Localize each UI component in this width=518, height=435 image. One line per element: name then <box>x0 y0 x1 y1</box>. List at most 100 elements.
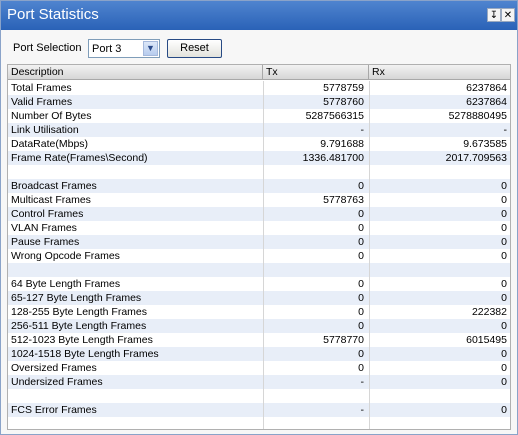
cell-tx: 0 <box>263 249 369 263</box>
table-row[interactable] <box>8 417 510 429</box>
cell-description: FCS Error Frames <box>11 404 97 416</box>
cell-tx: 0 <box>263 361 369 375</box>
cell-description: Valid Frames <box>11 96 73 108</box>
column-header-description[interactable]: Description <box>8 65 263 79</box>
table-row[interactable]: 128-255 Byte Length Frames 0 222382 <box>8 305 510 319</box>
cell-description: Oversized Frames <box>11 362 97 374</box>
cell-tx: - <box>263 375 369 389</box>
cell-tx: 5778759 <box>263 81 369 95</box>
column-header-tx[interactable]: Tx <box>263 65 369 79</box>
cell-tx: 5287566315 <box>263 109 369 123</box>
table-row[interactable]: Number Of Bytes 5287566315 5278880495 <box>8 109 510 123</box>
table-row[interactable]: 256-511 Byte Length Frames 0 0 <box>8 319 510 333</box>
table-row[interactable]: Link Utilisation - - <box>8 123 510 137</box>
reset-button[interactable]: Reset <box>167 39 222 58</box>
cell-description: Link Utilisation <box>11 124 79 136</box>
cell-description: DataRate(Mbps) <box>11 138 89 150</box>
table-row[interactable]: VLAN Frames 0 0 <box>8 221 510 235</box>
cell-rx: 0 <box>369 207 510 221</box>
table-header: Description Tx Rx <box>8 65 510 80</box>
cell-tx: 0 <box>263 291 369 305</box>
table-row[interactable]: Multicast Frames 5778763 0 <box>8 193 510 207</box>
cell-description: Number Of Bytes <box>11 110 92 122</box>
cell-description: Total Frames <box>11 82 72 94</box>
table-row[interactable]: Undersized Frames -0 <box>8 375 510 389</box>
cell-rx: 6237864 <box>369 95 510 109</box>
table-row[interactable]: 64 Byte Length Frames 0 0 <box>8 277 510 291</box>
cell-description <box>8 389 263 403</box>
cell-description: 1024-1518 Byte Length Frames <box>11 348 159 360</box>
cell-rx: 0 <box>369 277 510 291</box>
table-row[interactable]: Broadcast Frames 0 0 <box>8 179 510 193</box>
table-row[interactable]: Wrong Opcode Frames 0 0 <box>8 249 510 263</box>
statistics-table: Description Tx Rx Total Frames 5778759 623… <box>7 64 511 430</box>
cell-rx: 0 <box>369 249 510 263</box>
table-row[interactable]: Oversized Frames 0 0 <box>8 361 510 375</box>
close-icon[interactable]: ✕ <box>501 8 515 22</box>
cell-description: 128-255 Byte Length Frames <box>11 306 147 318</box>
cell-rx: 6237864 <box>369 81 510 95</box>
cell-description: VLAN Frames <box>11 222 77 234</box>
cell-tx: - <box>263 123 369 137</box>
cell-rx: 0 <box>369 319 510 333</box>
cell-tx: 1336.481700 <box>263 151 369 165</box>
table-row[interactable]: Frame Rate(Frames\Second) 1336.481700 2017… <box>8 151 510 165</box>
table-row[interactable] <box>8 389 510 403</box>
column-header-rx[interactable]: Rx <box>372 66 385 78</box>
cell-tx: 9.791688 <box>263 137 369 151</box>
cell-tx: 0 <box>263 277 369 291</box>
cell-description: Broadcast Frames <box>11 180 97 192</box>
cell-tx: - <box>263 403 369 417</box>
cell-rx: 9.673585 <box>369 137 510 151</box>
cell-rx: 0 <box>369 221 510 235</box>
cell-description: 512-1023 Byte Length Frames <box>11 334 153 346</box>
table-row[interactable]: 1024-1518 Byte Length Frames 0 0 <box>8 347 510 361</box>
table-row[interactable]: FCS Error Frames -0 <box>8 403 510 417</box>
cell-tx: 5778763 <box>263 193 369 207</box>
table-row[interactable]: DataRate(Mbps) 9.791688 9.673585 <box>8 137 510 151</box>
table-row[interactable] <box>8 263 510 277</box>
table-row[interactable]: 65-127 Byte Length Frames 0 0 <box>8 291 510 305</box>
cell-tx: 0 <box>263 319 369 333</box>
cell-rx: 5278880495 <box>369 109 510 123</box>
table-row[interactable] <box>8 165 510 179</box>
cell-description: Undersized Frames <box>11 376 103 388</box>
cell-rx: 0 <box>369 403 510 417</box>
cell-rx: 222382 <box>369 305 510 319</box>
cell-description <box>8 263 263 277</box>
cell-rx <box>369 417 510 429</box>
table-row[interactable]: Valid Frames 5778760 6237864 <box>8 95 510 109</box>
cell-tx <box>263 263 369 277</box>
table-row[interactable]: 512-1023 Byte Length Frames 5778770 601549… <box>8 333 510 347</box>
cell-description: Frame Rate(Frames\Second) <box>11 152 148 164</box>
cell-tx: 0 <box>263 221 369 235</box>
cell-rx: 0 <box>369 361 510 375</box>
pin-icon[interactable]: ↧ <box>487 8 501 22</box>
cell-tx: 5778770 <box>263 333 369 347</box>
cell-tx <box>263 417 369 429</box>
cell-description: Control Frames <box>11 208 84 220</box>
toolbar: Port Selection Port 3 ▼ Reset <box>1 30 517 63</box>
cell-tx: 0 <box>263 347 369 361</box>
cell-rx: 6015495 <box>369 333 510 347</box>
cell-description: Wrong Opcode Frames <box>11 250 120 262</box>
port-select[interactable]: Port 3 ▼ <box>88 39 160 58</box>
table-row[interactable]: Total Frames 5778759 6237864 <box>8 81 510 95</box>
cell-description <box>8 165 263 179</box>
cell-rx <box>369 263 510 277</box>
window-title: Port Statistics <box>7 6 99 23</box>
cell-rx: 2017.709563 <box>369 151 510 165</box>
chevron-down-icon[interactable]: ▼ <box>143 41 158 56</box>
cell-rx: - <box>369 123 510 137</box>
cell-description: Pause Frames <box>11 236 80 248</box>
cell-rx: 0 <box>369 375 510 389</box>
table-row[interactable]: Pause Frames 0 0 <box>8 235 510 249</box>
cell-tx: 0 <box>263 207 369 221</box>
cell-rx: 0 <box>369 347 510 361</box>
cell-tx <box>263 389 369 403</box>
cell-rx: 0 <box>369 179 510 193</box>
cell-rx <box>369 165 510 179</box>
cell-tx: 0 <box>263 305 369 319</box>
table-row[interactable]: Control Frames 0 0 <box>8 207 510 221</box>
